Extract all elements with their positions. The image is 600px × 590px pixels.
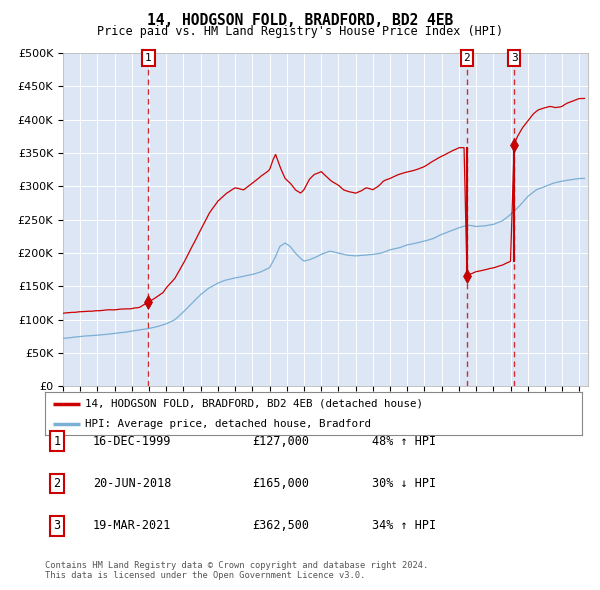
Text: 34% ↑ HPI: 34% ↑ HPI	[372, 519, 436, 533]
Text: Contains HM Land Registry data © Crown copyright and database right 2024.: Contains HM Land Registry data © Crown c…	[45, 560, 428, 569]
Text: 3: 3	[511, 53, 518, 63]
Text: 14, HODGSON FOLD, BRADFORD, BD2 4EB (detached house): 14, HODGSON FOLD, BRADFORD, BD2 4EB (det…	[85, 399, 423, 409]
Text: 3: 3	[53, 519, 61, 533]
Text: 2: 2	[53, 477, 61, 490]
Text: 48% ↑ HPI: 48% ↑ HPI	[372, 434, 436, 448]
Text: 16-DEC-1999: 16-DEC-1999	[93, 434, 172, 448]
Text: 20-JUN-2018: 20-JUN-2018	[93, 477, 172, 490]
Text: £127,000: £127,000	[252, 434, 309, 448]
Text: 19-MAR-2021: 19-MAR-2021	[93, 519, 172, 533]
Text: 14, HODGSON FOLD, BRADFORD, BD2 4EB: 14, HODGSON FOLD, BRADFORD, BD2 4EB	[147, 13, 453, 28]
Text: £165,000: £165,000	[252, 477, 309, 490]
Text: This data is licensed under the Open Government Licence v3.0.: This data is licensed under the Open Gov…	[45, 571, 365, 579]
Text: £362,500: £362,500	[252, 519, 309, 533]
Text: 30% ↓ HPI: 30% ↓ HPI	[372, 477, 436, 490]
Text: 1: 1	[53, 434, 61, 448]
Text: Price paid vs. HM Land Registry's House Price Index (HPI): Price paid vs. HM Land Registry's House …	[97, 25, 503, 38]
Text: 1: 1	[145, 53, 152, 63]
Text: HPI: Average price, detached house, Bradford: HPI: Average price, detached house, Brad…	[85, 419, 371, 429]
Text: 2: 2	[464, 53, 470, 63]
